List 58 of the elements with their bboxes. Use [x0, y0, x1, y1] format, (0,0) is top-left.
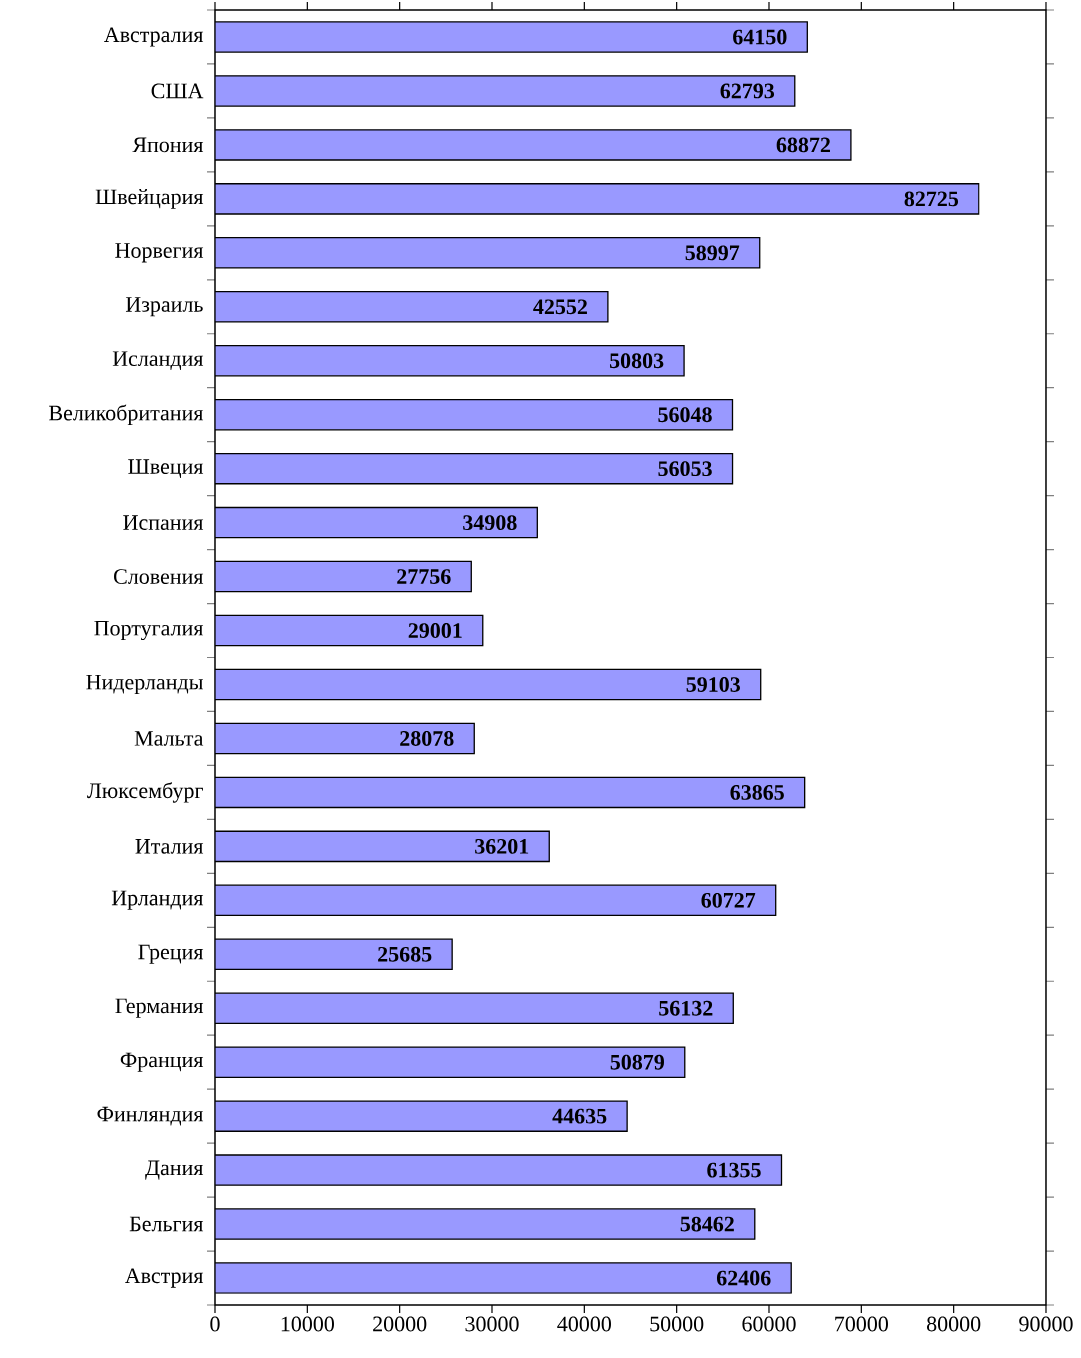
y-tick-label: Исландия [112, 351, 204, 371]
data-label: 59103 [686, 677, 740, 692]
y-tick-label: Австрия [125, 1268, 204, 1288]
data-label: 56132 [659, 1000, 713, 1016]
y-tick-label: Германия [115, 998, 204, 1018]
data-label: 68872 [776, 137, 830, 153]
y-tick-label: Нидерланды [86, 674, 203, 695]
y-tick-label: Испания [123, 515, 204, 530]
data-label: 27756 [397, 569, 451, 584]
y-tick-label: Греция [138, 944, 204, 964]
y-tick-label: Израиль [125, 297, 203, 317]
y-tick-label: Португалия [94, 620, 204, 641]
y-tick-label: Финляндия [97, 1106, 204, 1126]
y-tick-label: Австралия [104, 27, 204, 47]
y-tick-label: Япония [132, 137, 204, 153]
data-label: 63865 [730, 784, 784, 800]
data-label: 50803 [609, 353, 664, 369]
y-tick-label: Великобритания [49, 404, 204, 425]
data-label: 56048 [658, 407, 712, 423]
y-tick-label: Норвегия [115, 243, 204, 263]
y-tick-label: Люксембург [87, 782, 203, 803]
y-tick-label: Франция [120, 1052, 204, 1072]
data-label: 82725 [904, 191, 959, 207]
data-label: 25685 [378, 946, 432, 962]
y-tick-label: Мальта [134, 731, 204, 746]
data-label: 42552 [533, 299, 587, 315]
x-tick-label: 40000 [557, 1316, 611, 1332]
y-tick-label: США [151, 83, 204, 99]
data-label: 61355 [707, 1162, 761, 1178]
y-tick-label: Словения [114, 569, 204, 584]
x-tick-label: 80000 [926, 1316, 981, 1332]
x-tick-label: 0 [210, 1316, 220, 1332]
data-label: 62406 [716, 1270, 771, 1286]
x-tick-label: 90000 [1019, 1316, 1073, 1332]
y-tick-label: Ирландия [111, 890, 204, 910]
data-label: 50879 [610, 1054, 664, 1070]
data-label: 28078 [400, 731, 454, 746]
data-label: 62793 [720, 83, 775, 99]
data-label: 56053 [658, 461, 712, 477]
x-tick-label: 20000 [373, 1316, 427, 1332]
data-label: 29001 [408, 623, 462, 638]
y-tick-label: Дания [145, 1160, 204, 1180]
y-tick-label: Бельгия [129, 1216, 204, 1232]
y-tick-label: Италия [135, 839, 204, 854]
data-label: 60727 [701, 892, 756, 908]
data-label: 58462 [680, 1216, 734, 1232]
data-label: 64150 [733, 29, 787, 45]
x-tick-label: 60000 [742, 1316, 796, 1332]
data-label: 58997 [685, 245, 740, 261]
y-tick-label: Швейцария [95, 189, 204, 209]
x-tick-label: 70000 [835, 1316, 888, 1332]
data-label: 36201 [475, 838, 529, 854]
x-tick-label: 10000 [281, 1316, 334, 1332]
data-label: 34908 [463, 515, 517, 531]
data-label: 44635 [552, 1108, 607, 1124]
y-tick-label: Швеция [128, 459, 204, 478]
x-tick-label: 30000 [465, 1316, 519, 1332]
x-tick-label: 50000 [650, 1316, 704, 1332]
